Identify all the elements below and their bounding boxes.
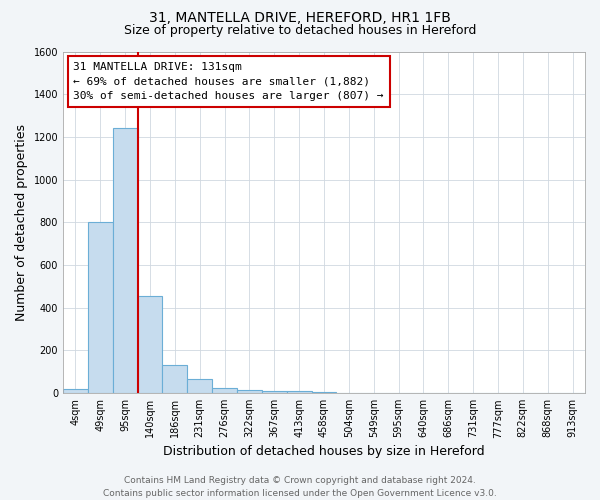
Text: Size of property relative to detached houses in Hereford: Size of property relative to detached ho…	[124, 24, 476, 37]
Bar	[88, 222, 113, 393]
Bar	[113, 128, 137, 393]
Bar	[311, 392, 337, 393]
Text: 31, MANTELLA DRIVE, HEREFORD, HR1 1FB: 31, MANTELLA DRIVE, HEREFORD, HR1 1FB	[149, 11, 451, 25]
Bar	[187, 380, 212, 393]
Y-axis label: Number of detached properties: Number of detached properties	[15, 124, 28, 321]
Bar	[237, 390, 262, 393]
X-axis label: Distribution of detached houses by size in Hereford: Distribution of detached houses by size …	[163, 444, 485, 458]
Bar	[212, 388, 237, 393]
Bar	[63, 389, 88, 393]
Bar	[137, 296, 163, 393]
Bar	[262, 390, 287, 393]
Bar	[287, 392, 311, 393]
Text: 31 MANTELLA DRIVE: 131sqm
← 69% of detached houses are smaller (1,882)
30% of se: 31 MANTELLA DRIVE: 131sqm ← 69% of detac…	[73, 62, 384, 102]
Text: Contains HM Land Registry data © Crown copyright and database right 2024.
Contai: Contains HM Land Registry data © Crown c…	[103, 476, 497, 498]
Bar	[163, 366, 187, 393]
